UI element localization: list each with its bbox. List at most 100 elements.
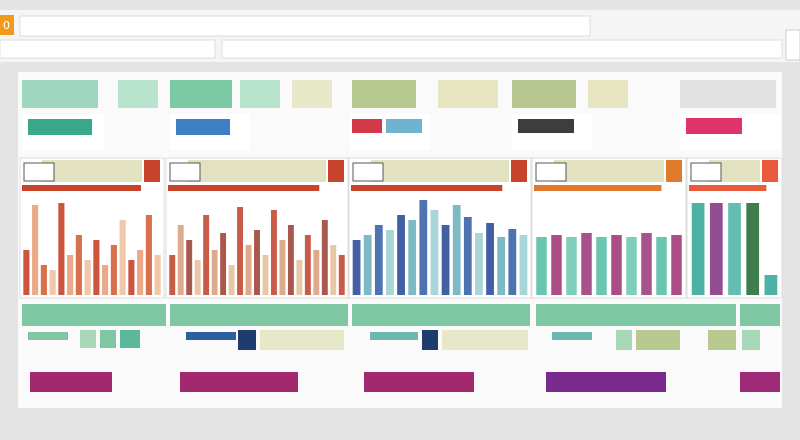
bar xyxy=(145,215,152,295)
section-header xyxy=(740,304,780,326)
tile xyxy=(170,80,232,108)
block xyxy=(186,332,236,340)
chart-tag xyxy=(352,162,384,182)
block xyxy=(422,330,438,350)
chart-accent xyxy=(762,160,778,182)
chart-tag xyxy=(23,162,55,182)
bar xyxy=(397,215,405,295)
bar xyxy=(245,245,252,295)
tile xyxy=(512,80,576,108)
bar xyxy=(671,235,682,295)
bar xyxy=(220,233,227,295)
bar xyxy=(508,229,517,295)
bar xyxy=(67,255,74,295)
bar xyxy=(764,275,778,295)
chart-header xyxy=(371,160,509,182)
block xyxy=(370,332,418,340)
bar xyxy=(254,230,260,295)
button[interactable] xyxy=(686,118,742,134)
tab[interactable] xyxy=(0,39,216,59)
bar xyxy=(169,255,176,295)
chart-accent xyxy=(144,160,160,182)
bar xyxy=(296,260,303,295)
chart-tag xyxy=(535,162,567,182)
bar xyxy=(374,225,383,295)
action-button[interactable] xyxy=(740,372,780,392)
button[interactable] xyxy=(386,119,422,133)
block xyxy=(636,330,680,350)
bar xyxy=(536,237,547,295)
bar xyxy=(352,240,361,295)
chart-header xyxy=(42,160,142,182)
chart-header xyxy=(188,160,326,182)
action-button[interactable] xyxy=(364,372,474,392)
bar xyxy=(475,233,483,295)
bar xyxy=(313,250,320,295)
section-header xyxy=(536,304,736,326)
tile xyxy=(240,80,280,108)
bar xyxy=(691,203,705,295)
chart-rule xyxy=(168,185,320,191)
bar xyxy=(656,237,667,295)
chart-header xyxy=(709,160,760,182)
tile xyxy=(118,80,158,108)
button[interactable] xyxy=(176,119,230,135)
block xyxy=(100,330,116,348)
bar xyxy=(75,235,82,295)
bar xyxy=(611,235,622,295)
lower-rows xyxy=(22,304,780,392)
chart-accent xyxy=(328,160,344,182)
chart-tag xyxy=(690,162,722,182)
action-button[interactable] xyxy=(180,372,298,392)
bar xyxy=(154,255,161,295)
chart-accent xyxy=(666,160,682,182)
bar xyxy=(581,233,592,295)
button-row xyxy=(22,114,780,150)
button[interactable] xyxy=(518,119,574,133)
bar xyxy=(119,220,126,295)
bar xyxy=(321,220,328,295)
bar xyxy=(519,235,528,295)
tile xyxy=(292,80,332,108)
bar xyxy=(626,237,637,295)
section-header xyxy=(170,304,348,326)
button[interactable] xyxy=(28,119,92,135)
chart-rule xyxy=(534,185,662,191)
bar xyxy=(58,203,65,295)
tile xyxy=(22,80,98,108)
bar xyxy=(32,205,39,295)
bar xyxy=(728,203,741,295)
action-button[interactable] xyxy=(546,372,666,392)
tab[interactable] xyxy=(221,39,783,59)
block xyxy=(120,330,140,348)
chart-header xyxy=(554,160,664,182)
bar xyxy=(497,237,506,295)
bar xyxy=(386,230,394,295)
bar xyxy=(452,205,461,295)
tile xyxy=(438,80,498,108)
block xyxy=(28,332,68,340)
bar xyxy=(237,207,244,295)
bar xyxy=(441,225,450,295)
bar xyxy=(566,237,577,295)
bar xyxy=(596,237,607,295)
address-bar[interactable] xyxy=(19,15,591,37)
block xyxy=(552,332,592,340)
side-button[interactable] xyxy=(785,29,800,61)
chart-rule xyxy=(351,185,503,191)
bar xyxy=(110,245,117,295)
bar xyxy=(211,250,218,295)
bar xyxy=(203,215,210,295)
block xyxy=(238,330,256,350)
bar xyxy=(287,225,294,295)
section-header xyxy=(22,304,166,326)
bar xyxy=(430,210,439,295)
block xyxy=(616,330,632,350)
bar xyxy=(551,235,562,295)
chart-rule xyxy=(689,185,767,191)
button[interactable] xyxy=(352,119,382,133)
bar xyxy=(93,240,100,295)
action-button[interactable] xyxy=(30,372,112,392)
